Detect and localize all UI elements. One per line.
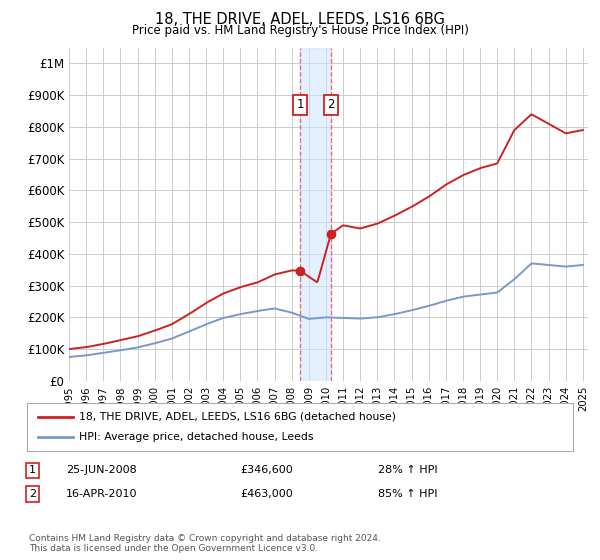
- Text: £346,600: £346,600: [240, 465, 293, 475]
- Text: 28% ↑ HPI: 28% ↑ HPI: [378, 465, 437, 475]
- Text: 25-JUN-2008: 25-JUN-2008: [66, 465, 137, 475]
- Text: 18, THE DRIVE, ADEL, LEEDS, LS16 6BG: 18, THE DRIVE, ADEL, LEEDS, LS16 6BG: [155, 12, 445, 27]
- Text: 18, THE DRIVE, ADEL, LEEDS, LS16 6BG (detached house): 18, THE DRIVE, ADEL, LEEDS, LS16 6BG (de…: [79, 412, 396, 422]
- Text: 16-APR-2010: 16-APR-2010: [66, 489, 137, 499]
- Text: Price paid vs. HM Land Registry's House Price Index (HPI): Price paid vs. HM Land Registry's House …: [131, 24, 469, 37]
- Text: 85% ↑ HPI: 85% ↑ HPI: [378, 489, 437, 499]
- Text: 1: 1: [29, 465, 36, 475]
- Text: 2: 2: [327, 98, 335, 111]
- Text: 1: 1: [296, 98, 304, 111]
- Text: Contains HM Land Registry data © Crown copyright and database right 2024.
This d: Contains HM Land Registry data © Crown c…: [29, 534, 380, 553]
- Text: 2: 2: [29, 489, 36, 499]
- Text: HPI: Average price, detached house, Leeds: HPI: Average price, detached house, Leed…: [79, 432, 313, 442]
- Bar: [300, 48, 331, 381]
- Text: £463,000: £463,000: [240, 489, 293, 499]
